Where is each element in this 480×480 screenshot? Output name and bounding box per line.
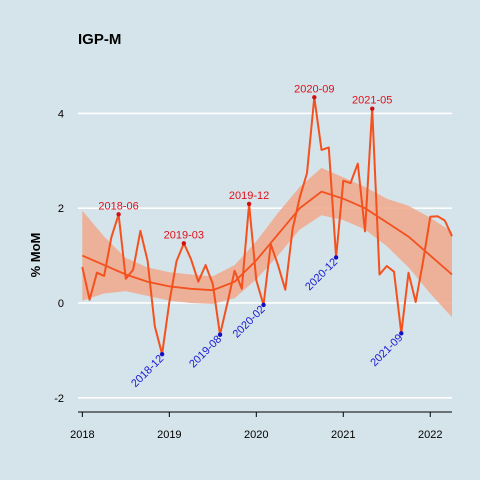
local-max-label: 2019-12: [229, 190, 269, 202]
local-min-point: [217, 332, 223, 337]
local-max-label: 2019-03: [164, 229, 204, 241]
x-tick-label: 2021: [331, 429, 355, 441]
local-min-label: 2019-08: [187, 333, 224, 370]
chart-title: IGP-M: [78, 31, 121, 48]
local-min-point: [333, 255, 339, 260]
x-tick-label: 2019: [157, 429, 181, 441]
local-max-point: [370, 106, 375, 111]
local-max-point: [312, 95, 317, 100]
data-line: [81, 96, 453, 356]
local-min-point: [159, 351, 165, 357]
y-tick-label: 2: [58, 203, 64, 215]
x-tick-label: 2018: [70, 429, 94, 441]
grid: [78, 112, 452, 399]
local-max-point: [181, 241, 187, 246]
local-min-label: 2018-12: [129, 353, 166, 390]
axes: -2 0 2 4 2018 2019 2020 2021 2022: [54, 108, 452, 441]
y-tick-label: 0: [58, 298, 64, 310]
local-min-label: 2020-12: [303, 256, 340, 293]
x-tick-label: 2022: [418, 429, 442, 441]
local-min-label: 2020-02: [231, 304, 268, 341]
local-max-label: 2021-05: [352, 95, 392, 107]
local-max-label: 2018-06: [98, 200, 138, 212]
y-tick-label: -2: [54, 393, 64, 405]
smooth-line: [81, 190, 453, 292]
local-max-point: [116, 212, 121, 217]
y-tick-label: 4: [58, 108, 64, 120]
local-max-point: [246, 201, 252, 207]
local-max-label: 2020-09: [294, 83, 334, 95]
local-min-point: [261, 302, 266, 308]
x-tick-label: 2020: [244, 429, 268, 441]
local-min-label: 2021-09: [368, 332, 405, 369]
series-line: [81, 96, 453, 356]
local-min-point: [399, 331, 404, 336]
points: [116, 95, 404, 357]
y-axis-label: % MoM: [28, 233, 43, 278]
